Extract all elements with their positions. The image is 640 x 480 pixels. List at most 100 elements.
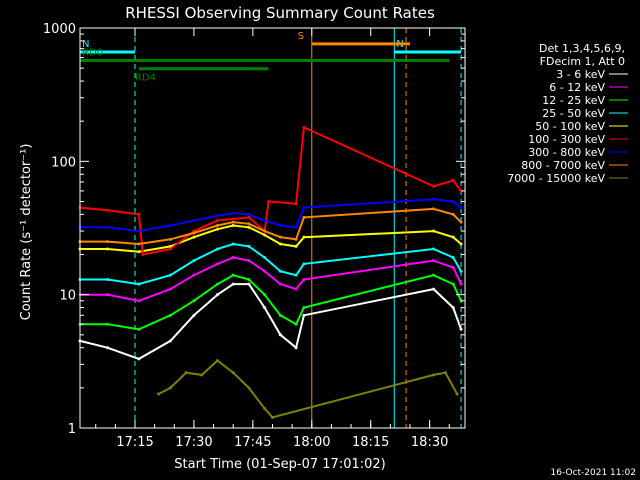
series-7-point-4 xyxy=(192,231,196,235)
series-4-point-1 xyxy=(106,247,109,251)
series-2-point-1 xyxy=(106,322,109,326)
series-3-point-5 xyxy=(216,247,219,251)
flag-label-rd0-3: RD0 xyxy=(82,48,103,59)
flag-label-rd4-4: RD4 xyxy=(135,73,156,84)
series-7-point-13 xyxy=(451,212,455,216)
series-0-point-14 xyxy=(459,327,463,331)
series-6-point-5 xyxy=(216,214,219,218)
series-7-point-7 xyxy=(247,222,251,226)
series-0-point-1 xyxy=(106,346,109,350)
series-5-point-3 xyxy=(141,253,145,257)
series-1-point-14 xyxy=(459,282,463,286)
series-7-point-9 xyxy=(278,235,282,239)
series-0-point-7 xyxy=(247,282,251,286)
series-5-point-9 xyxy=(267,199,271,203)
series-3-point-13 xyxy=(451,255,455,259)
series-3-point-10 xyxy=(294,273,298,277)
series-8-point-0 xyxy=(157,392,161,396)
series-6-point-3 xyxy=(168,224,172,228)
series-3-point-3 xyxy=(168,273,172,277)
legend-label-1: 6 - 12 keV xyxy=(549,81,605,94)
series-4-point-10 xyxy=(294,244,298,248)
series-5-point-6 xyxy=(216,218,219,222)
series-3-point-14 xyxy=(459,269,463,273)
series-2-point-5 xyxy=(216,282,219,286)
series-1-point-6 xyxy=(231,255,235,259)
series-8-point-8 xyxy=(271,415,274,419)
series-5-point-13 xyxy=(451,178,455,182)
series-4-point-5 xyxy=(216,227,219,231)
series-1-point-11 xyxy=(302,277,306,281)
series-8-point-4 xyxy=(216,359,219,363)
series-0-point-3 xyxy=(168,339,172,343)
series-6-point-7 xyxy=(247,212,251,216)
series-5-point-11 xyxy=(302,125,306,129)
series-6-point-9 xyxy=(278,224,282,228)
series-8-point-6 xyxy=(247,386,251,390)
x-tick-label-1: 17:30 xyxy=(175,435,212,450)
legend-label-8: 7000 - 15000 keV xyxy=(507,172,605,185)
series-2-point-3 xyxy=(168,313,172,317)
series-1-point-13 xyxy=(451,265,455,269)
series-7-point-5 xyxy=(216,224,219,228)
series-4-point-4 xyxy=(192,235,196,239)
series-3-point-4 xyxy=(192,259,196,263)
flag-label-n-0: N xyxy=(82,39,89,50)
series-1-point-12 xyxy=(432,259,436,263)
series-4-point-2 xyxy=(137,250,141,254)
series-3-point-7 xyxy=(247,244,251,248)
series-6-point-10 xyxy=(294,225,298,229)
series-4-point-11 xyxy=(302,235,306,239)
series-3-point-6 xyxy=(231,242,235,246)
series-5-point-12 xyxy=(432,184,436,188)
series-0-point-8 xyxy=(263,306,267,310)
series-8-point-11 xyxy=(455,392,459,396)
series-0-point-13 xyxy=(451,306,455,310)
series-6-point-8 xyxy=(263,218,267,222)
series-4-point-12 xyxy=(432,229,436,233)
series-2-point-8 xyxy=(263,293,267,297)
y-tick-label-3: 1000 xyxy=(43,22,76,37)
series-1-point-4 xyxy=(192,273,196,277)
legend-label-3: 25 - 50 keV xyxy=(542,107,605,120)
series-0-point-12 xyxy=(432,287,436,291)
series-4-point-7 xyxy=(247,225,251,229)
series-0-point-6 xyxy=(231,282,235,286)
series-1-point-1 xyxy=(106,293,109,297)
x-tick-label-2: 17:45 xyxy=(234,435,271,450)
series-1-point-3 xyxy=(168,287,172,291)
series-4-point-6 xyxy=(231,224,235,228)
legend-label-5: 100 - 300 keV xyxy=(528,133,605,146)
series-5-point-7 xyxy=(247,215,251,219)
series-3-point-2 xyxy=(137,282,141,286)
series-3-point-12 xyxy=(432,247,436,251)
series-4-point-14 xyxy=(459,242,463,246)
series-2-point-7 xyxy=(247,277,251,281)
series-7-point-1 xyxy=(106,240,109,244)
series-2-point-10 xyxy=(294,322,298,326)
series-8-point-9 xyxy=(432,373,436,377)
series-2-point-12 xyxy=(432,273,436,277)
series-0-point-4 xyxy=(192,313,196,317)
y-tick-label-2: 100 xyxy=(51,155,76,170)
legend-label-6: 300 - 800 keV xyxy=(528,146,605,159)
series-7-point-14 xyxy=(459,220,463,224)
series-7-point-6 xyxy=(231,220,235,224)
series-1-point-8 xyxy=(263,269,267,273)
legend-label-0: 3 - 6 keV xyxy=(556,68,605,81)
series-8-point-7 xyxy=(263,407,267,411)
series-8-point-10 xyxy=(443,371,447,375)
series-8-point-5 xyxy=(231,371,235,375)
series-2-point-4 xyxy=(192,299,196,303)
series-7-point-8 xyxy=(263,229,267,233)
series-6-point-11 xyxy=(302,206,306,210)
series-2-point-9 xyxy=(278,313,282,317)
legend-label-2: 12 - 25 keV xyxy=(542,94,605,107)
series-2-point-13 xyxy=(451,282,455,286)
series-6-point-12 xyxy=(432,197,436,201)
series-8-point-1 xyxy=(168,386,172,390)
series-1-point-7 xyxy=(247,259,251,263)
series-0-point-9 xyxy=(278,333,282,337)
y-axis-label: Count Rate (s⁻¹ detector⁻¹) xyxy=(19,144,34,321)
